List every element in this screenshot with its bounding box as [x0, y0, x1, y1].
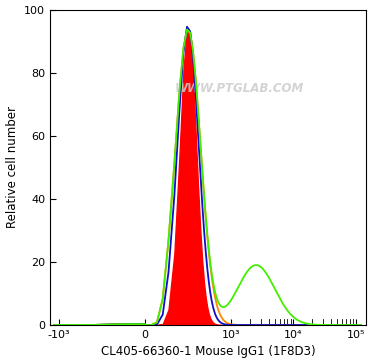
- X-axis label: CL405-66360-1 Mouse IgG1 (1F8D3): CL405-66360-1 Mouse IgG1 (1F8D3): [101, 345, 315, 359]
- Y-axis label: Relative cell number: Relative cell number: [6, 106, 19, 228]
- Text: WWW.PTGLAB.COM: WWW.PTGLAB.COM: [175, 82, 304, 95]
